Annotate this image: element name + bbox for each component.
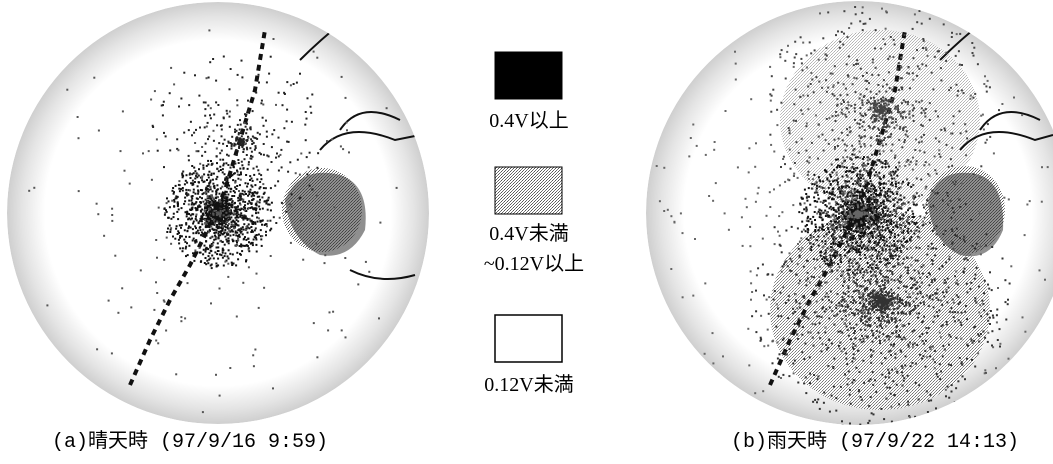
legend-label: ~0.12V以上 [484, 252, 584, 275]
panel-caption: (a)晴天時 (97/9/16 9:59) [52, 429, 328, 454]
radar-image-b [646, 1, 1053, 425]
legend-swatch-mid [494, 166, 563, 215]
legend-swatch-high [494, 51, 563, 100]
legend-label: 0.12V未満 [484, 373, 573, 396]
panel-caption: (b)雨天時 (97/9/22 14:13) [731, 429, 1019, 454]
radar-image-a [7, 2, 429, 424]
legend-label: 0.4V以上 [489, 109, 568, 132]
legend-label: 0.4V未満 [489, 222, 568, 245]
legend-swatch-low [494, 314, 563, 363]
